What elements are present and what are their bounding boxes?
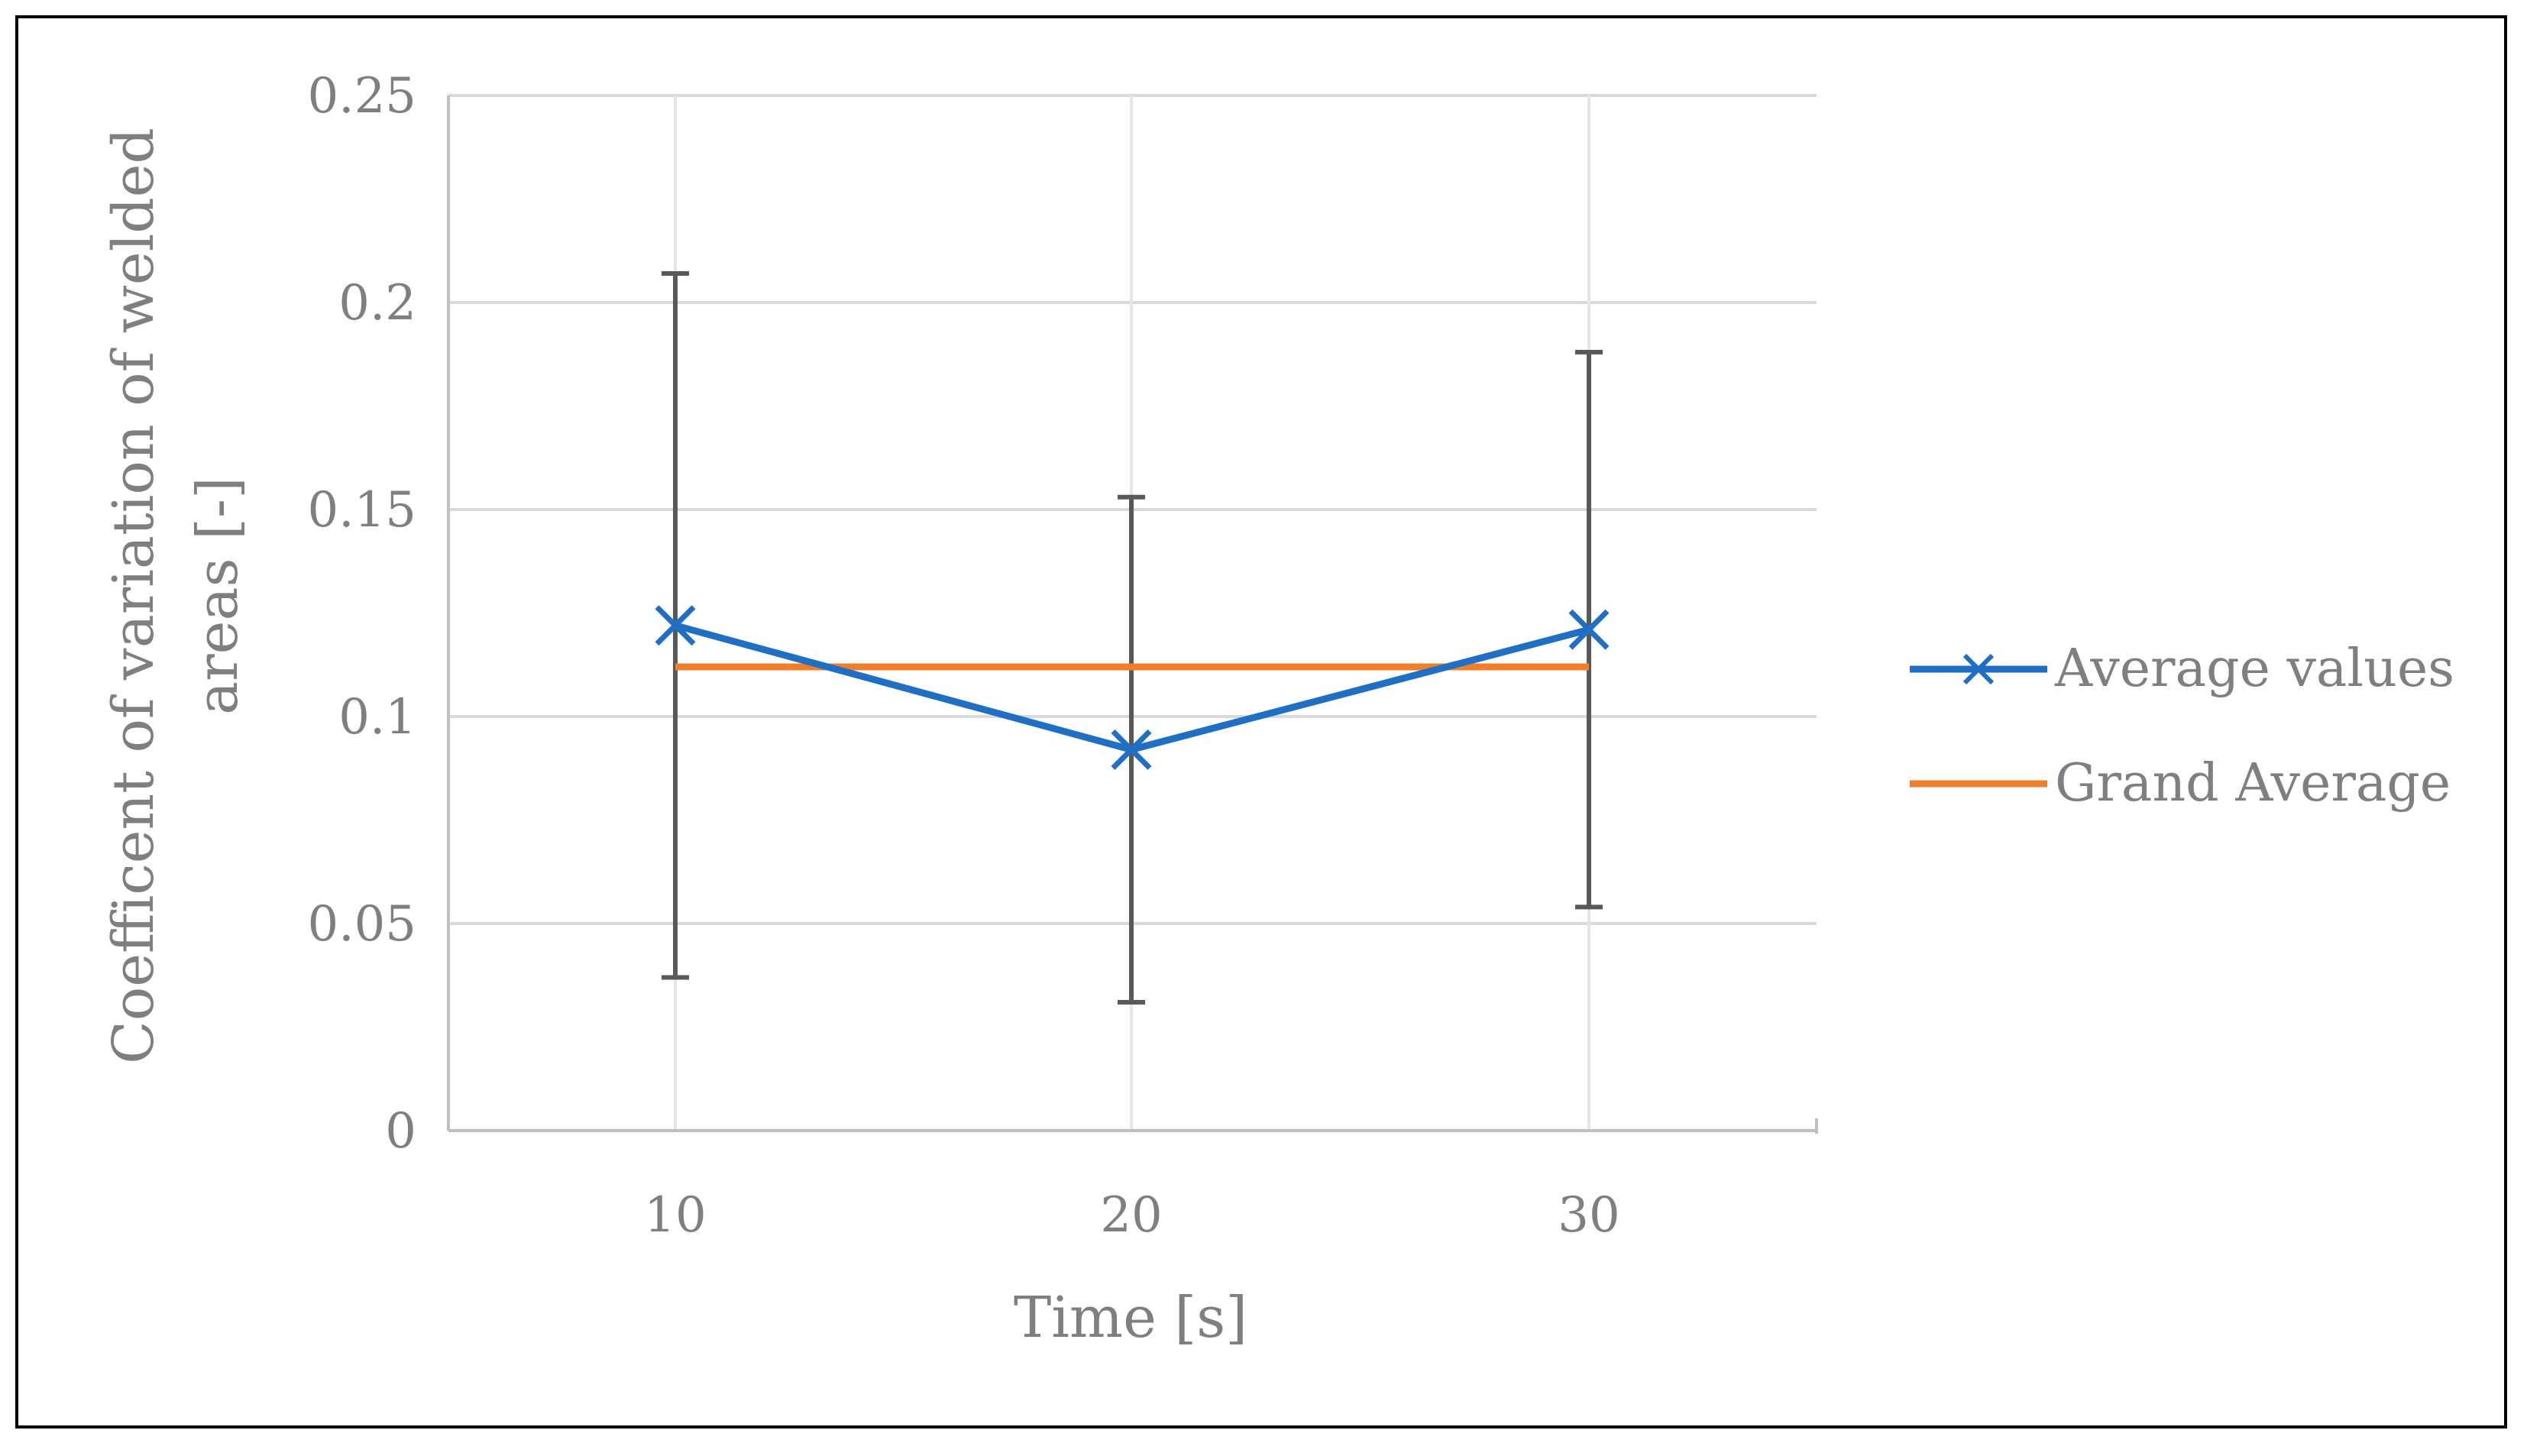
data-point-average-0	[655, 605, 696, 646]
x-tick-label-1: 20	[1100, 1187, 1162, 1244]
y-tick-label-1: 0.05	[308, 896, 417, 953]
y-tick-label-2: 0.1	[338, 689, 416, 746]
x-axis-title: Time [s]	[1014, 1285, 1247, 1351]
legend: Average values Grand Average	[1910, 639, 2454, 814]
legend-item-grand-average: Grand Average	[1910, 753, 2451, 814]
y-tick-label-4: 0.2	[338, 275, 416, 332]
x-tick-label-0: 10	[644, 1187, 706, 1244]
tick-labels: 0 0.05 0.1 0.15 0.2 0.25 10 20 30	[308, 68, 1620, 1244]
legend-label-average-values: Average values	[2054, 639, 2454, 699]
axis-layer	[447, 95, 1818, 1134]
legend-label-grand-average: Grand Average	[2055, 753, 2451, 814]
y-tick-label-5: 0.25	[308, 68, 417, 125]
data-point-average-1	[1111, 729, 1152, 770]
y-axis-title: Coefficent of variation of welded areas …	[101, 128, 251, 1064]
y-axis-title-line-1: Coefficent of variation of welded	[101, 128, 167, 1064]
y-tick-label-3: 0.15	[308, 482, 417, 539]
y-tick-label-0: 0	[385, 1103, 416, 1160]
legend-item-average-values: Average values	[1910, 639, 2454, 699]
y-axis-title-line-2: areas [-]	[185, 477, 251, 715]
legend-marker-x-icon	[1962, 653, 1995, 685]
data-point-average-2	[1568, 609, 1610, 650]
chart-frame	[15, 15, 2507, 1428]
series-layer	[655, 605, 1610, 770]
x-tick-label-2: 30	[1558, 1187, 1619, 1244]
